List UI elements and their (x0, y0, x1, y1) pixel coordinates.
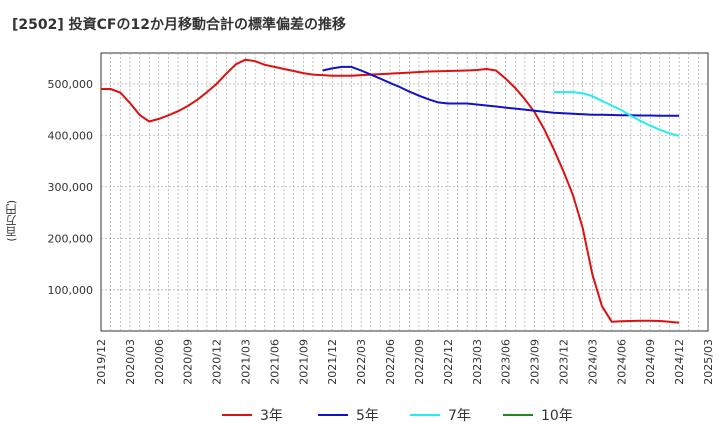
legend-item: 7年 (410, 404, 471, 426)
plot-area (100, 52, 709, 332)
x-axis-ticks: 2019/12 2020/03 2020/06 2020/09 2020/12 2021/… (95, 339, 715, 385)
x-tick-label: 2024/12 (673, 339, 686, 385)
legend: 3年 5年 7年 10年 (0, 404, 720, 426)
series-line-5年 (322, 65, 680, 117)
x-tick-label: 2020/12 (211, 339, 224, 385)
x-tick-label: 2023/06 (500, 339, 513, 385)
x-tick-label: 2022/06 (384, 339, 397, 385)
legend-item: 3年 (222, 404, 283, 426)
legend-label: 3年 (260, 408, 283, 424)
legend-swatch (503, 414, 533, 416)
x-tick-label: 2020/06 (153, 339, 166, 385)
x-tick-label: 2021/12 (326, 339, 339, 385)
series-lines (101, 58, 680, 324)
x-tick-label: 2023/12 (557, 339, 570, 385)
series-line-3年 (101, 58, 680, 324)
y-tick-label: 500,000 (48, 78, 94, 91)
legend-item: 5年 (318, 404, 379, 426)
x-tick-label: 2023/09 (529, 339, 542, 385)
legend-swatch (410, 414, 440, 416)
x-tick-label: 2025/03 (702, 339, 715, 385)
y-axis-ticks: 100,000 200,000 300,000 400,000 500,000 (48, 78, 94, 297)
legend-label: 10年 (541, 408, 573, 424)
legend-label: 5年 (356, 408, 379, 424)
series-line-7年 (553, 91, 680, 137)
y-tick-label: 300,000 (48, 181, 94, 194)
x-tick-label: 2020/09 (182, 339, 195, 385)
y-tick-label: 100,000 (48, 284, 94, 297)
legend-item: 10年 (503, 404, 573, 426)
x-tick-label: 2024/09 (644, 339, 657, 385)
x-tick-label: 2022/09 (413, 339, 426, 385)
x-tick-label: 2024/03 (586, 339, 599, 385)
x-tick-label: 2021/09 (297, 339, 310, 385)
x-tick-label: 2024/06 (615, 339, 628, 385)
grid (101, 53, 708, 331)
x-tick-label: 2021/03 (240, 339, 253, 385)
x-tick-label: 2022/12 (442, 339, 455, 385)
x-tick-label: 2022/03 (355, 339, 368, 385)
y-tick-label: 200,000 (48, 232, 94, 245)
chart-title: [2502] 投資CFの12か月移動合計の標準偏差の推移 (12, 17, 346, 33)
x-tick-label: 2020/03 (124, 339, 137, 385)
x-tick-label: 2023/03 (471, 339, 484, 385)
y-tick-label: 400,000 (48, 129, 94, 142)
x-tick-label: 2019/12 (95, 339, 108, 385)
x-tick-label: 2021/06 (268, 339, 281, 385)
legend-swatch (318, 414, 348, 416)
legend-label: 7年 (448, 408, 471, 424)
legend-swatch (222, 414, 252, 416)
